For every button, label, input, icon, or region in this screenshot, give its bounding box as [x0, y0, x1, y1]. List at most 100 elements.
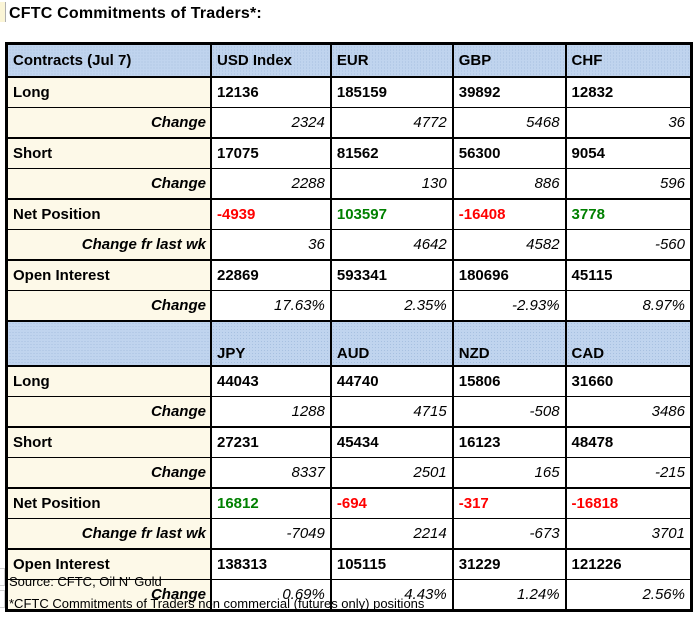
row-label: Short [5, 427, 211, 458]
cell: 16812 [209, 488, 331, 519]
column-header: JPY [209, 320, 331, 367]
cell: 12832 [564, 77, 692, 108]
cell: 44740 [329, 366, 453, 397]
column-header: EUR [329, 42, 453, 78]
row-label: Change [5, 396, 211, 428]
cell: 165 [451, 457, 566, 489]
cell: 185159 [329, 77, 453, 108]
cell: 103597 [329, 199, 453, 230]
cell: 593341 [329, 260, 453, 291]
cot-table: Contracts (Jul 7) USD Index EUR GBP CHF Long 1… [5, 42, 693, 612]
cell: 4.43% [329, 579, 453, 612]
cell: 48478 [564, 427, 692, 458]
table-row: Long 44043 44740 15806 31660 [5, 366, 692, 397]
cell: 180696 [451, 260, 566, 291]
column-header: USD Index [209, 42, 331, 78]
table-row: Open Interest 22869 593341 180696 45115 [5, 260, 692, 291]
cell: 0.69% [209, 579, 331, 612]
crop-artifact [0, 568, 5, 586]
cell: 105115 [329, 549, 453, 580]
header-row: JPY AUD NZD CAD [5, 320, 692, 367]
cell: 81562 [329, 138, 453, 169]
cell: 1.24% [451, 579, 566, 612]
table-row: Change fr last wk 36 4642 4582 -560 [5, 229, 692, 261]
cell: 5468 [451, 107, 566, 139]
cell: 16123 [451, 427, 566, 458]
cot-table-container: Contracts (Jul 7) USD Index EUR GBP CHF Long 1… [5, 42, 693, 612]
cell: -16408 [451, 199, 566, 230]
definition-note: *CFTC Commitments of Traders non commerc… [9, 596, 425, 611]
cell: 17.63% [209, 290, 331, 322]
cell: 44043 [209, 366, 331, 397]
row-label: Short [5, 138, 211, 169]
cell: 121226 [564, 549, 692, 580]
row-label: Open Interest [5, 549, 211, 580]
cell: 4715 [329, 396, 453, 428]
cell: 45434 [329, 427, 453, 458]
crop-artifact [0, 590, 5, 608]
cell: 596 [564, 168, 692, 200]
column-header: AUD [329, 320, 453, 367]
row-label-header: Contracts (Jul 7) [5, 42, 211, 78]
cell: -673 [451, 518, 566, 550]
cell: 138313 [209, 549, 331, 580]
cell: 22869 [209, 260, 331, 291]
cell: -4939 [209, 199, 331, 230]
row-label: Long [5, 77, 211, 108]
cell: 8.97% [564, 290, 692, 322]
cell: 2501 [329, 457, 453, 489]
cell: -560 [564, 229, 692, 261]
cell: 3486 [564, 396, 692, 428]
cell: -215 [564, 457, 692, 489]
cell: 17075 [209, 138, 331, 169]
cot-table-body: Contracts (Jul 7) USD Index EUR GBP CHF Long 1… [5, 42, 692, 612]
cell: 2214 [329, 518, 453, 550]
cell: 4642 [329, 229, 453, 261]
cell: 4582 [451, 229, 566, 261]
cell: 8337 [209, 457, 331, 489]
cell: 12136 [209, 77, 331, 108]
cell: 45115 [564, 260, 692, 291]
cell: 2.35% [329, 290, 453, 322]
table-row: Change 17.63% 2.35% -2.93% 8.97% [5, 290, 692, 322]
column-header: GBP [451, 42, 566, 78]
cell: 4772 [329, 107, 453, 139]
table-row: Open Interest 138313 105115 31229 121226 [5, 549, 692, 580]
row-label: Change fr last wk [5, 518, 211, 550]
cell: 1288 [209, 396, 331, 428]
cell: -2.93% [451, 290, 566, 322]
table-row: Net Position -4939 103597 -16408 3778 [5, 199, 692, 230]
cell: -317 [451, 488, 566, 519]
table-row: Change 2288 130 886 596 [5, 168, 692, 200]
cell: 2288 [209, 168, 331, 200]
table-row: Change 8337 2501 165 -215 [5, 457, 692, 489]
row-label: Change fr last wk [5, 229, 211, 261]
cell: 2324 [209, 107, 331, 139]
cell: 9054 [564, 138, 692, 169]
cell: 36 [209, 229, 331, 261]
cell: 31229 [451, 549, 566, 580]
table-row: Change 0.69% 4.43% 1.24% 2.56% [5, 579, 692, 612]
table-row: Short 17075 81562 56300 9054 [5, 138, 692, 169]
cell: -16818 [564, 488, 692, 519]
cell: -7049 [209, 518, 331, 550]
cell: 31660 [564, 366, 692, 397]
cell: 36 [564, 107, 692, 139]
column-header: NZD [451, 320, 566, 367]
cell: 27231 [209, 427, 331, 458]
table-row: Change fr last wk -7049 2214 -673 3701 [5, 518, 692, 550]
crop-artifact [0, 2, 6, 22]
table-row: Change 2324 4772 5468 36 [5, 107, 692, 139]
row-label: Change [5, 579, 211, 612]
row-label: Change [5, 168, 211, 200]
row-label: Change [5, 107, 211, 139]
cell: -694 [329, 488, 453, 519]
column-header: CHF [564, 42, 692, 78]
table-row: Net Position 16812 -694 -317 -16818 [5, 488, 692, 519]
cell: 15806 [451, 366, 566, 397]
cell: 39892 [451, 77, 566, 108]
table-row: Short 27231 45434 16123 48478 [5, 427, 692, 458]
cell: 130 [329, 168, 453, 200]
page-title: CFTC Commitments of Traders*: [9, 5, 262, 22]
